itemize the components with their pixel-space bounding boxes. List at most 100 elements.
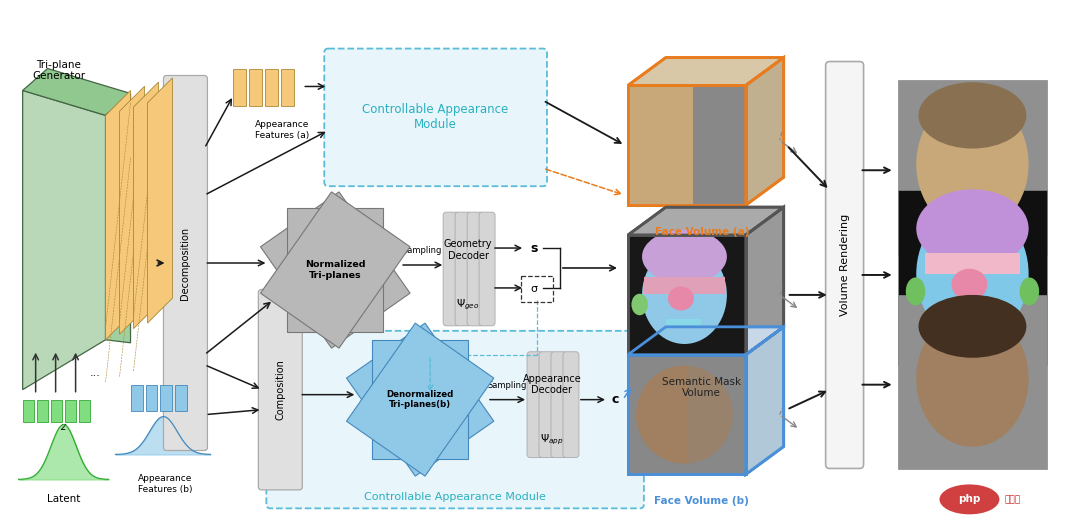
Ellipse shape	[918, 82, 1026, 149]
Polygon shape	[627, 327, 784, 355]
FancyBboxPatch shape	[897, 190, 1048, 365]
FancyBboxPatch shape	[947, 313, 995, 323]
FancyBboxPatch shape	[924, 253, 1021, 274]
Text: Denormalized
Tri-planes(b): Denormalized Tri-planes(b)	[387, 390, 454, 409]
FancyBboxPatch shape	[131, 385, 143, 411]
Text: Decomposition: Decomposition	[180, 227, 190, 299]
Text: 中文网: 中文网	[1004, 495, 1021, 504]
Polygon shape	[106, 93, 131, 343]
FancyBboxPatch shape	[467, 212, 483, 326]
Ellipse shape	[1020, 277, 1039, 305]
Ellipse shape	[918, 295, 1026, 358]
Ellipse shape	[642, 246, 727, 344]
Polygon shape	[627, 57, 784, 85]
Polygon shape	[260, 192, 410, 348]
Polygon shape	[120, 86, 145, 334]
Polygon shape	[148, 78, 173, 323]
Text: Volume Rendering: Volume Rendering	[839, 214, 850, 316]
Ellipse shape	[916, 189, 1028, 268]
FancyBboxPatch shape	[258, 289, 302, 490]
FancyBboxPatch shape	[665, 319, 701, 327]
FancyBboxPatch shape	[455, 212, 471, 326]
FancyBboxPatch shape	[551, 352, 567, 457]
Polygon shape	[373, 340, 468, 460]
Polygon shape	[745, 327, 784, 474]
Polygon shape	[627, 85, 745, 205]
Text: c: c	[612, 393, 619, 406]
FancyBboxPatch shape	[645, 277, 725, 294]
FancyBboxPatch shape	[627, 85, 692, 205]
Text: $\Psi_{geo}$: $\Psi_{geo}$	[457, 298, 480, 312]
Ellipse shape	[642, 230, 727, 284]
Text: Face Volume (b): Face Volume (b)	[654, 496, 750, 506]
FancyBboxPatch shape	[443, 212, 459, 326]
Text: Semantic Mask
Volume: Semantic Mask Volume	[662, 377, 741, 398]
FancyBboxPatch shape	[527, 352, 543, 457]
Polygon shape	[134, 82, 159, 329]
FancyBboxPatch shape	[161, 385, 173, 411]
FancyBboxPatch shape	[480, 212, 495, 326]
Ellipse shape	[906, 277, 926, 305]
Ellipse shape	[916, 206, 1028, 342]
FancyBboxPatch shape	[627, 235, 745, 355]
FancyBboxPatch shape	[267, 331, 644, 509]
Text: ...: ...	[90, 368, 102, 378]
Polygon shape	[627, 355, 745, 474]
FancyBboxPatch shape	[539, 352, 555, 457]
Text: σ: σ	[530, 284, 537, 294]
Ellipse shape	[636, 366, 732, 464]
Text: Tri-plane
Generator: Tri-plane Generator	[32, 60, 85, 81]
Text: Sampling: Sampling	[403, 246, 442, 255]
FancyBboxPatch shape	[51, 399, 62, 422]
Polygon shape	[106, 91, 131, 340]
FancyBboxPatch shape	[687, 355, 745, 474]
Text: Composition: Composition	[275, 359, 285, 420]
Polygon shape	[745, 57, 784, 205]
FancyBboxPatch shape	[897, 81, 1048, 255]
Text: php: php	[958, 494, 981, 504]
Text: Controllable Appearance
Module: Controllable Appearance Module	[362, 103, 509, 131]
Ellipse shape	[916, 310, 1028, 447]
FancyBboxPatch shape	[563, 352, 579, 457]
Text: Latent: Latent	[46, 494, 80, 504]
Polygon shape	[347, 323, 494, 476]
FancyBboxPatch shape	[281, 69, 295, 106]
Polygon shape	[627, 235, 745, 355]
Text: $\Psi_{app}$: $\Psi_{app}$	[540, 432, 564, 447]
Polygon shape	[347, 323, 494, 476]
Text: Appearance
Decoder: Appearance Decoder	[523, 374, 581, 395]
FancyBboxPatch shape	[249, 69, 262, 106]
Ellipse shape	[951, 269, 987, 300]
Text: z: z	[60, 422, 65, 432]
Text: Geometry
Decoder: Geometry Decoder	[444, 239, 492, 261]
Polygon shape	[745, 207, 784, 355]
Polygon shape	[23, 91, 106, 389]
FancyBboxPatch shape	[65, 399, 76, 422]
FancyBboxPatch shape	[897, 295, 1048, 470]
Polygon shape	[260, 192, 410, 348]
Polygon shape	[287, 208, 383, 332]
FancyBboxPatch shape	[266, 69, 279, 106]
Ellipse shape	[940, 484, 999, 514]
Ellipse shape	[667, 287, 693, 310]
FancyBboxPatch shape	[79, 399, 90, 422]
Text: Appearance
Features (a): Appearance Features (a)	[255, 120, 310, 140]
Ellipse shape	[632, 94, 690, 192]
Ellipse shape	[632, 294, 648, 315]
Polygon shape	[627, 207, 784, 235]
FancyBboxPatch shape	[163, 75, 207, 451]
FancyBboxPatch shape	[825, 62, 864, 469]
Text: Appearance
Features (b): Appearance Features (b)	[138, 474, 192, 494]
FancyBboxPatch shape	[233, 69, 246, 106]
Text: s: s	[530, 241, 538, 255]
FancyBboxPatch shape	[627, 355, 745, 474]
FancyBboxPatch shape	[23, 399, 33, 422]
Text: Normalized
Tri-planes: Normalized Tri-planes	[305, 260, 365, 280]
FancyBboxPatch shape	[175, 385, 188, 411]
FancyBboxPatch shape	[627, 85, 745, 205]
FancyBboxPatch shape	[37, 399, 48, 422]
Text: Sampling: Sampling	[487, 380, 527, 389]
Text: Controllable Appearance Module: Controllable Appearance Module	[364, 492, 546, 502]
FancyBboxPatch shape	[146, 385, 158, 411]
FancyBboxPatch shape	[324, 48, 546, 186]
